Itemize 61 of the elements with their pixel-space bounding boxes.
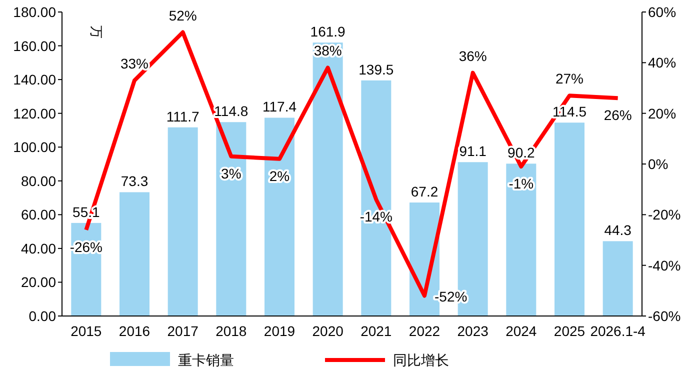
data-label: 26%: [604, 107, 632, 124]
data-label: 38%: [314, 42, 342, 59]
x-tick-label: 2021: [360, 323, 392, 339]
y-tick-label: 60.00: [20, 206, 56, 223]
data-label: 139.5: [358, 61, 394, 78]
bar: [216, 122, 246, 316]
data-label: 161.9: [310, 24, 346, 40]
y2-tick-label: -60%: [648, 308, 681, 324]
data-label: 91.1: [459, 143, 487, 160]
data-label: 73.3: [120, 173, 148, 190]
data-label: 114.8: [214, 103, 248, 120]
x-tick-label: 2023: [457, 323, 489, 339]
y-tick-label: 160.00: [13, 38, 56, 54]
legend-label: 同比增长: [393, 352, 449, 368]
data-label: 27%: [555, 70, 584, 87]
y2-tick-label: 60%: [648, 4, 676, 20]
bar: [312, 42, 343, 316]
bar: [602, 241, 633, 316]
y-axis-title: 万: [89, 26, 104, 38]
x-tick-label: 2024: [506, 323, 537, 339]
y-tick-label: 140.00: [13, 72, 56, 88]
y2-tick-label: -40%: [648, 257, 681, 274]
y2-tick-label: 0%: [648, 156, 668, 172]
data-label: 117.4: [262, 98, 297, 115]
legend-label: 重卡销量: [178, 352, 234, 368]
data-label: 36%: [458, 48, 487, 64]
x-tick-label: 2015: [70, 323, 102, 339]
x-tick-label: 2025: [554, 323, 586, 339]
x-tick-label: 2016: [118, 323, 150, 339]
bar: [361, 80, 392, 316]
x-tick-label: 2022: [408, 323, 440, 339]
data-label: -26%: [70, 238, 103, 255]
bar: [554, 122, 584, 316]
data-label: -52%: [434, 288, 468, 305]
bar: [506, 164, 536, 316]
data-label: 67.2: [410, 184, 438, 200]
bar: [168, 127, 198, 316]
y-tick-label: 80.00: [20, 172, 56, 189]
y2-tick-label: 40%: [648, 54, 676, 71]
bar: [264, 118, 294, 316]
y-tick-label: 120.00: [13, 105, 56, 122]
y-tick-label: 180.00: [13, 4, 56, 20]
x-tick-label: 2017: [167, 323, 199, 339]
y-tick-label: 100.00: [13, 139, 56, 156]
data-label: 52%: [168, 7, 197, 24]
data-label: -1%: [508, 176, 534, 192]
x-tick-label: 2019: [264, 323, 296, 339]
bar: [120, 192, 150, 316]
data-label: 44.3: [604, 222, 632, 238]
y-tick-label: 0.00: [28, 308, 56, 324]
data-label: 2%: [269, 168, 290, 184]
x-tick-label: 2026.1-4: [590, 323, 646, 339]
data-label: 33%: [120, 55, 149, 72]
y-tick-label: 20.00: [20, 274, 56, 290]
y2-tick-label: -20%: [648, 206, 681, 223]
x-tick-label: 2018: [216, 323, 247, 339]
y2-tick-label: 20%: [648, 105, 676, 122]
data-label: 111.7: [166, 108, 200, 124]
x-tick-label: 2020: [312, 323, 344, 339]
y-tick-label: 40.00: [20, 240, 56, 256]
data-label: 3%: [221, 165, 242, 182]
